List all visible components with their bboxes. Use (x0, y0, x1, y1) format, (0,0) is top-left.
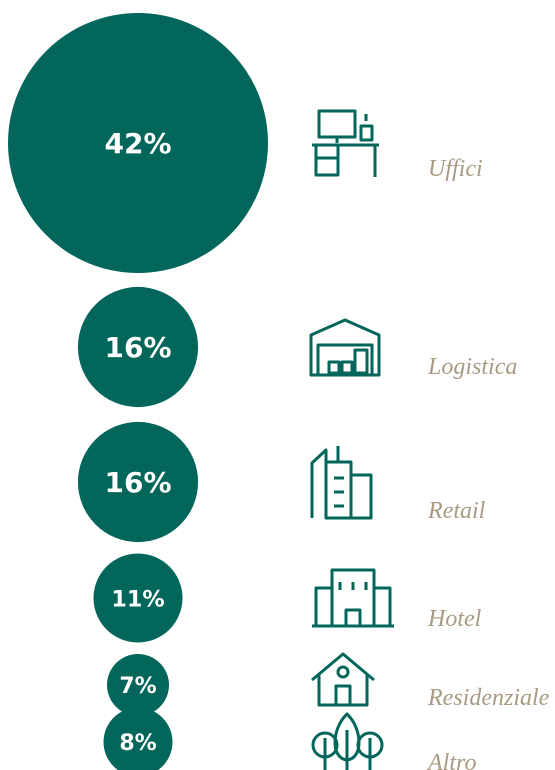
category-label: Hotel (427, 606, 482, 632)
icon-retail (310, 446, 373, 520)
value-label: 8% (119, 731, 156, 756)
icon-office (312, 109, 379, 177)
icon-house (311, 652, 375, 707)
icon-hotel (312, 568, 394, 628)
bubble (8, 13, 268, 273)
category-label: Residenziale (427, 685, 550, 711)
value-label: 7% (119, 674, 156, 699)
value-label: 16% (104, 331, 171, 364)
bubble (93, 553, 183, 643)
bubble (103, 707, 173, 770)
bubble (77, 286, 199, 408)
value-label: 11% (111, 587, 164, 613)
category-label: Altro (426, 750, 476, 770)
value-label: 16% (104, 466, 171, 499)
icon-warehouse (309, 318, 381, 377)
icon-trees (311, 712, 384, 770)
category-label: Retail (427, 498, 486, 524)
category-label: Uffici (428, 156, 483, 182)
bubble (106, 653, 170, 717)
category-label: Logistica (427, 354, 517, 380)
value-label: 42% (104, 127, 171, 160)
bubble (77, 421, 199, 543)
